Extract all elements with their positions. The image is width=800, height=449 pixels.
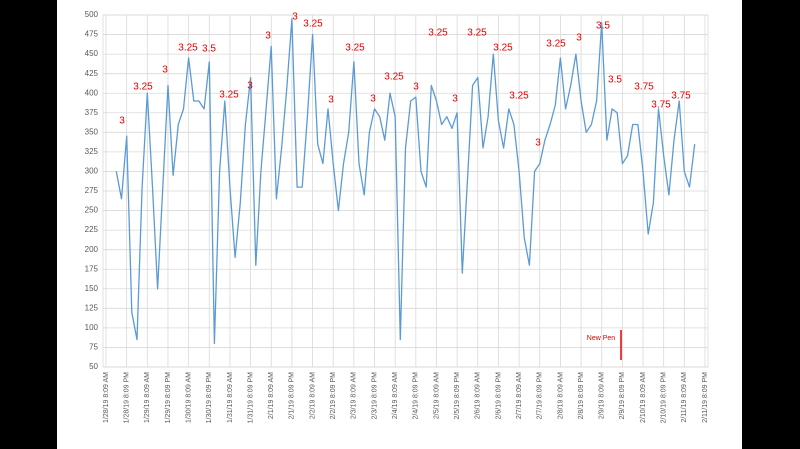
x-tick-label: 1/30/19 8:09 PM — [206, 372, 213, 424]
y-tick-label: 400 — [85, 88, 99, 97]
y-tick-label: 50 — [89, 362, 98, 371]
x-tick-label: 2/4/19 8:09 PM — [413, 372, 420, 420]
x-tick-label: 2/6/19 8:09 PM — [495, 372, 502, 420]
x-tick-label: 2/2/19 8:09 AM — [309, 372, 316, 419]
y-tick-label: 275 — [85, 186, 99, 195]
y-tick-label: 500 — [85, 10, 99, 19]
annotation: 3 — [119, 116, 125, 127]
annotation: 3 — [162, 65, 168, 76]
x-tick-label: 2/2/19 8:09 PM — [330, 372, 337, 420]
y-tick-label: 325 — [85, 147, 99, 156]
annotation: 3 — [292, 12, 298, 23]
annotation: 3.75 — [651, 100, 671, 111]
x-tick-label: 2/8/19 8:09 AM — [557, 372, 564, 419]
annotation: 3 — [413, 82, 419, 93]
y-tick-label: 225 — [85, 225, 99, 234]
annotation: 3.5 — [202, 44, 216, 55]
y-tick-label: 175 — [85, 264, 99, 273]
x-tick-label: 2/10/19 8:09 PM — [661, 372, 668, 424]
data-line — [115, 18, 696, 345]
annotation: 3.25 — [493, 43, 513, 54]
annotation: 3.25 — [303, 19, 323, 30]
y-tick-label: 150 — [85, 284, 99, 293]
annotation: 3.25 — [219, 90, 239, 101]
y-tick-label: 125 — [85, 303, 99, 312]
y-tick-label: 200 — [85, 245, 99, 254]
x-tick-label: 2/9/19 8:09 PM — [619, 372, 626, 420]
x-tick-label: 1/28/19 8:09 AM — [103, 372, 110, 423]
x-tick-label: 2/7/19 8:09 PM — [537, 372, 544, 420]
y-tick-label: 300 — [85, 167, 99, 176]
plot-frame — [102, 14, 709, 368]
x-tick-label: 2/9/19 8:09 AM — [599, 372, 606, 419]
annotation: 3 — [576, 33, 582, 44]
y-tick-label: 350 — [85, 127, 99, 136]
x-tick-label: 2/8/19 8:09 PM — [578, 372, 585, 420]
annotation: 3.75 — [671, 91, 691, 102]
annotation: 3 — [328, 95, 334, 106]
x-tick-label: 2/10/19 8:09 AM — [640, 372, 647, 423]
annotation: 3.25 — [546, 39, 566, 50]
annotation: 3.25 — [178, 43, 198, 54]
x-tick-label: 2/4/19 8:09 AM — [392, 372, 399, 419]
x-tick-label: 1/29/19 8:09 PM — [165, 372, 172, 424]
x-tick-label: 2/1/19 8:09 PM — [289, 372, 296, 420]
annotation: 3.25 — [467, 28, 487, 39]
x-tick-label: 2/11/19 8:09 AM — [681, 372, 688, 423]
x-tick-label: 1/30/19 8:09 AM — [185, 372, 192, 423]
annotation: 3 — [265, 31, 271, 42]
x-tick-label: 2/7/19 8:09 AM — [516, 372, 523, 419]
annotation: 3.5 — [596, 21, 610, 32]
y-tick-label: 425 — [85, 69, 99, 78]
y-tick-label: 375 — [85, 108, 99, 117]
y-tick-label: 100 — [85, 323, 99, 332]
annotation: 3.5 — [608, 75, 622, 86]
x-tick-label: 2/1/19 8:09 AM — [268, 372, 275, 419]
x-tick-label: 1/31/19 8:09 AM — [227, 372, 234, 423]
annotation: 3.25 — [345, 43, 365, 54]
x-tick-label: 2/3/19 8:09 AM — [351, 372, 358, 419]
annotation: 3 — [247, 81, 253, 92]
annotation: 3 — [452, 94, 458, 105]
annotation-note: New Pen — [587, 335, 616, 342]
x-tick-label: 2/3/19 8:09 PM — [371, 372, 378, 420]
x-tick-label: 1/28/19 8:09 PM — [123, 372, 130, 424]
chart-background — [57, 0, 742, 449]
y-tick-label: 475 — [85, 30, 99, 39]
x-tick-label: 2/5/19 8:09 PM — [454, 372, 461, 420]
annotation: 3 — [370, 94, 376, 105]
annotation: 3.25 — [509, 91, 529, 102]
annotation: 3.25 — [428, 28, 448, 39]
x-tick-label: 1/29/19 8:09 AM — [144, 372, 151, 423]
y-tick-label: 250 — [85, 206, 99, 215]
annotation: 3.75 — [634, 82, 654, 93]
y-tick-label: 450 — [85, 49, 99, 58]
y-tick-label: 75 — [89, 343, 98, 352]
x-tick-label: 2/5/19 8:09 AM — [433, 372, 440, 419]
x-tick-label: 2/11/19 8:09 PM — [702, 372, 709, 423]
annotation: 3 — [535, 138, 541, 149]
x-tick-label: 2/6/19 8:09 AM — [475, 372, 482, 419]
x-tick-label: 1/31/19 8:09 PM — [247, 372, 254, 424]
annotation: 3.25 — [133, 82, 153, 93]
annotation: 3.25 — [384, 72, 404, 83]
